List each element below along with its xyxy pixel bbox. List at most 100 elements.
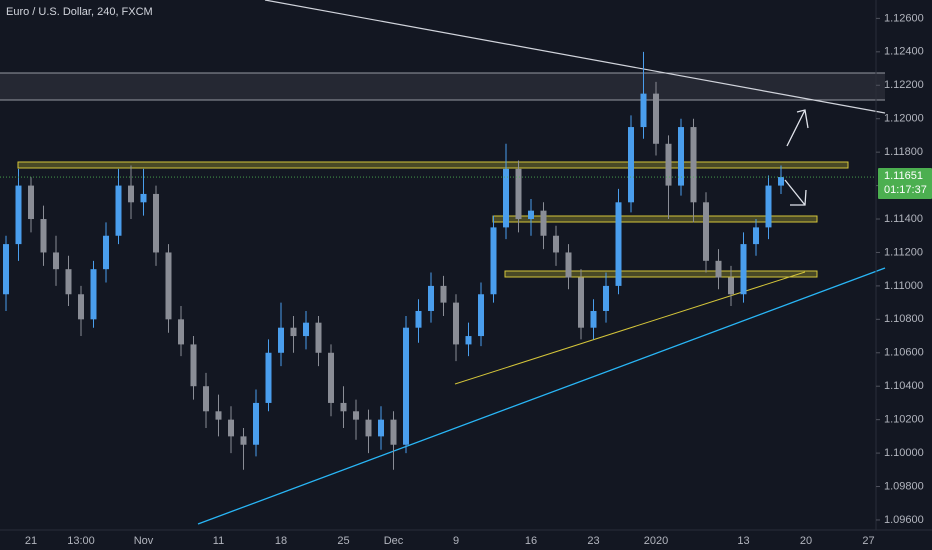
x-tick-label: 2020 — [644, 535, 668, 547]
candle-body — [353, 411, 359, 420]
candle-body — [15, 185, 22, 245]
candle-body — [540, 210, 547, 236]
candle-body — [90, 269, 97, 320]
candle-body — [640, 93, 647, 128]
candle-body — [665, 143, 672, 186]
candle-body — [203, 386, 209, 412]
candle-body — [590, 310, 597, 328]
candle-body — [115, 185, 122, 236]
candle-body — [240, 436, 247, 445]
candle-body — [265, 352, 272, 403]
x-tick-label: Nov — [134, 535, 154, 547]
candle-body — [478, 294, 484, 337]
x-tick-label: 25 — [337, 535, 349, 547]
x-tick-label: 16 — [525, 535, 537, 547]
arrow — [786, 109, 809, 147]
candle-body — [153, 193, 159, 253]
resistance-zone — [0, 73, 885, 100]
candle-body — [78, 294, 84, 320]
candle-body — [390, 419, 397, 445]
candle-body — [765, 185, 772, 228]
candle-body — [553, 235, 559, 253]
trend-line — [454, 271, 806, 385]
x-tick-label: 13 — [737, 535, 749, 547]
candle-body — [615, 202, 622, 286]
candle-body — [253, 402, 259, 445]
x-tick-label: 20 — [800, 535, 812, 547]
candle-body — [190, 344, 197, 387]
x-tick-label: 13:00 — [67, 535, 95, 547]
candle-body — [53, 252, 59, 270]
level-box — [17, 161, 849, 169]
y-tick-label: 1.11200 — [884, 246, 923, 258]
candle-body — [740, 244, 747, 295]
candle-body — [578, 277, 584, 328]
candle-body — [40, 219, 47, 253]
candle-body — [703, 202, 709, 261]
candle-body — [303, 322, 309, 337]
candle-body — [715, 260, 722, 278]
trend-line — [264, 0, 886, 114]
chart-title: Euro / U.S. Dollar, 240, FXCM — [6, 6, 153, 18]
candle-body — [215, 411, 222, 420]
candle-body — [503, 168, 509, 228]
candle-body — [778, 177, 784, 186]
y-tick-label: 1.11400 — [884, 213, 923, 225]
candle-body — [128, 185, 134, 203]
candle-body — [103, 235, 109, 270]
candle-body — [228, 419, 234, 437]
candle-body — [378, 419, 384, 437]
y-tick-label: 1.12200 — [884, 79, 924, 91]
candle-body — [728, 277, 734, 295]
y-tick-label: 1.09800 — [884, 480, 924, 492]
candle-body — [28, 185, 34, 220]
candle-body — [165, 252, 172, 320]
candle-body — [565, 252, 572, 278]
x-tick-label: 27 — [862, 535, 874, 547]
candle-body — [440, 285, 447, 303]
candle-body — [315, 322, 322, 353]
last-price-label: 1.11651 — [884, 170, 923, 182]
arrow — [784, 179, 807, 206]
x-tick-label: 23 — [587, 535, 599, 547]
y-tick-label: 1.10400 — [884, 380, 924, 392]
candle-body — [3, 244, 9, 295]
candle-body — [328, 352, 334, 403]
y-tick-label: 1.10800 — [884, 313, 924, 325]
candle-body — [340, 402, 347, 412]
candle-body — [428, 285, 434, 311]
candle-body — [628, 127, 634, 203]
candle-body — [515, 168, 522, 220]
candle-body — [178, 319, 184, 345]
y-tick-label: 1.10000 — [884, 447, 924, 459]
last-price-tag — [878, 168, 932, 200]
y-tick-label: 1.09600 — [884, 514, 924, 526]
candle-body — [603, 285, 609, 311]
level-box — [504, 270, 818, 278]
candle-body — [415, 310, 422, 328]
x-tick-label: 9 — [453, 535, 459, 547]
candle-body — [465, 336, 472, 345]
y-tick-label: 1.11000 — [884, 280, 923, 292]
y-tick-label: 1.12000 — [884, 113, 924, 125]
candle-body — [528, 210, 534, 220]
x-tick-label: Dec — [384, 535, 404, 547]
candle-body — [278, 327, 284, 353]
y-tick-label: 1.12400 — [884, 46, 924, 58]
x-tick-label: 21 — [25, 535, 37, 547]
countdown-label: 01:17:37 — [884, 184, 927, 196]
y-tick-label: 1.11800 — [884, 146, 923, 158]
candle-body — [690, 127, 697, 203]
candle-body — [140, 193, 147, 203]
candle-body — [403, 327, 409, 445]
x-tick-label: 11 — [213, 535, 224, 547]
candle-body — [453, 302, 459, 345]
y-tick-label: 1.10600 — [884, 347, 924, 359]
y-tick-label: 1.12600 — [884, 12, 924, 24]
x-tick-label: 18 — [275, 535, 287, 547]
y-tick-label: 1.10200 — [884, 414, 924, 426]
trend-line — [197, 267, 886, 525]
candle-body — [290, 327, 297, 337]
